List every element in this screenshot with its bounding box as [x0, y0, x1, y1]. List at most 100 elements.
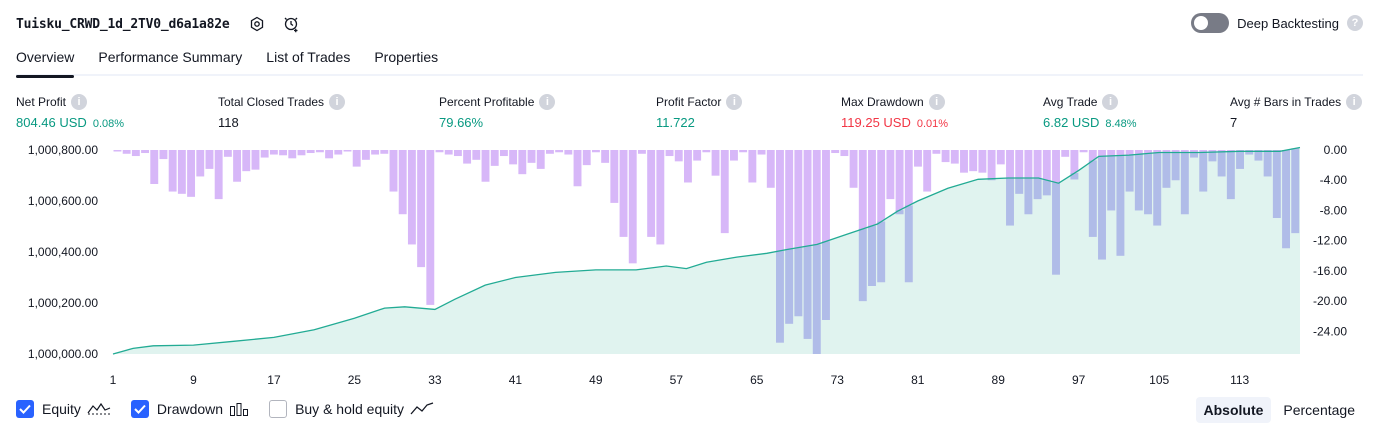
drawdown-bar-overlap	[1171, 152, 1180, 181]
drawdown-bar-overlap	[1236, 151, 1244, 169]
metric-value: 119.25 USD	[841, 115, 911, 130]
clock-refresh-icon[interactable]	[280, 13, 302, 35]
drawdown-bar	[1079, 150, 1088, 153]
metric-percent: 8.48%	[1105, 118, 1137, 130]
drawdown-bar-overlap	[1226, 151, 1235, 200]
drawdown-bar	[306, 150, 315, 154]
equity-drawdown-chart[interactable]: 1,000,800.00 1,000,600.00 1,000,400.00 1,00…	[0, 140, 1379, 392]
drawdown-bar	[914, 150, 922, 167]
drawdown-bar	[426, 150, 435, 305]
drawdown-bar-overlap	[794, 247, 803, 317]
checkbox-drawdown[interactable]	[130, 400, 149, 418]
drawdown-bar	[766, 150, 775, 188]
drawdown-bars-icon	[229, 401, 249, 417]
tab-properties[interactable]: Properties	[374, 49, 439, 65]
info-icon[interactable]: i	[726, 94, 743, 110]
metric-profit-factor: Profit Factor i 11.722	[656, 94, 743, 130]
drawdown-bar	[214, 150, 223, 200]
drawdown-bar	[702, 150, 711, 153]
drawdown-bar	[757, 150, 766, 155]
absolute-button[interactable]: Absolute	[1195, 397, 1272, 423]
tab-list-of-trades[interactable]: List of Trades	[266, 49, 351, 65]
y-axis-tick-left: 1,000,800.00	[28, 143, 98, 157]
drawdown-bar-overlap	[1254, 151, 1263, 161]
drawdown-bar	[490, 150, 499, 166]
drawdown-bar	[886, 150, 895, 200]
drawdown-bar	[858, 150, 867, 302]
x-axis-tick: 89	[992, 373, 1006, 387]
strategy-header: Tuisku_CRWD_1d_2TV0_d6a1a82e	[16, 12, 302, 36]
drawdown-bar-overlap	[1116, 155, 1125, 256]
deep-backtesting-toggle[interactable]	[1191, 13, 1230, 33]
drawdown-bar	[545, 150, 554, 154]
drawdown-bar	[739, 150, 748, 153]
info-icon[interactable]: i	[71, 94, 88, 110]
drawdown-bar	[223, 150, 232, 157]
drawdown-bar	[978, 150, 987, 173]
drawdown-bar	[251, 150, 260, 170]
drawdown-bar	[518, 150, 527, 175]
strategy-name: Tuisku_CRWD_1d_2TV0_d6a1a82e	[16, 16, 230, 32]
x-axis-tick: 113	[1230, 373, 1249, 387]
info-icon[interactable]: i	[928, 94, 945, 110]
drawdown-bar	[177, 150, 186, 194]
drawdown-bar	[1061, 150, 1070, 157]
x-axis-tick: 33	[428, 373, 442, 387]
drawdown-bar	[573, 150, 582, 187]
drawdown-bar-overlap	[1263, 151, 1272, 177]
metric-label: Total Closed Trades	[218, 95, 325, 109]
drawdown-bar	[776, 150, 784, 343]
drawdown-bar-overlap	[1098, 156, 1106, 260]
drawdown-bar	[389, 150, 398, 192]
drawdown-bar-overlap	[776, 250, 784, 343]
metric-percent-profitable: Percent Profitable i 79.66%	[439, 94, 556, 130]
drawdown-bar	[325, 150, 334, 159]
drawdown-bar	[628, 150, 637, 264]
metric-net-profit: Net Profit i 804.46 USD 0.08%	[16, 94, 124, 130]
drawdown-bar	[895, 150, 904, 215]
help-icon[interactable]: ?	[1347, 15, 1363, 31]
drawdown-bar	[453, 150, 462, 157]
drawdown-bar	[665, 150, 674, 157]
x-axis-tick: 49	[589, 373, 603, 387]
drawdown-bar	[159, 150, 168, 160]
drawdown-bar-overlap	[904, 205, 913, 283]
info-icon[interactable]: i	[1346, 94, 1363, 110]
legend-label: Buy & hold equity	[295, 401, 405, 417]
checkbox-buy-hold[interactable]	[269, 400, 288, 418]
metric-label: Percent Profitable	[439, 95, 535, 109]
drawdown-bar	[113, 150, 122, 152]
x-axis-tick: 81	[911, 373, 925, 387]
drawdown-bar-overlap	[1033, 178, 1042, 200]
info-icon[interactable]: i	[539, 94, 556, 110]
drawdown-bar	[932, 150, 941, 154]
y-axis-tick-right: -24.00	[1313, 324, 1347, 338]
legend-buy-hold[interactable]: Buy & hold equity	[269, 400, 434, 418]
percentage-button[interactable]: Percentage	[1283, 402, 1355, 418]
drawdown-bar-overlap	[1208, 152, 1217, 162]
drawdown-bar	[868, 150, 876, 286]
x-axis-tick: 57	[670, 373, 684, 387]
info-icon[interactable]: i	[329, 94, 346, 110]
drawdown-bar-overlap	[1144, 153, 1152, 215]
checkbox-equity[interactable]	[16, 400, 34, 418]
drawdown-bar	[647, 150, 656, 237]
x-axis-tick: 73	[831, 373, 845, 387]
tab-performance-summary[interactable]: Performance Summary	[98, 49, 243, 65]
info-icon[interactable]: i	[1102, 94, 1119, 110]
tab-overview[interactable]: Overview	[16, 46, 75, 78]
legend-drawdown[interactable]: Drawdown	[130, 400, 249, 418]
drawdown-bar-overlap	[785, 249, 794, 324]
drawdown-bar	[840, 150, 849, 157]
drawdown-bar	[343, 150, 352, 152]
drawdown-bar	[950, 150, 959, 164]
drawdown-bar	[371, 150, 380, 155]
legend-equity[interactable]: Equity	[16, 400, 111, 418]
drawdown-bar-overlap	[1070, 173, 1079, 180]
y-axis-tick-right: 0.00	[1324, 143, 1348, 157]
drawdown-bar-overlap	[1134, 154, 1143, 211]
y-axis-tick-left: 1,000,600.00	[28, 194, 98, 208]
gear-icon[interactable]	[246, 13, 268, 35]
drawdown-bar	[361, 150, 370, 160]
metric-value: 79.66%	[439, 115, 484, 130]
